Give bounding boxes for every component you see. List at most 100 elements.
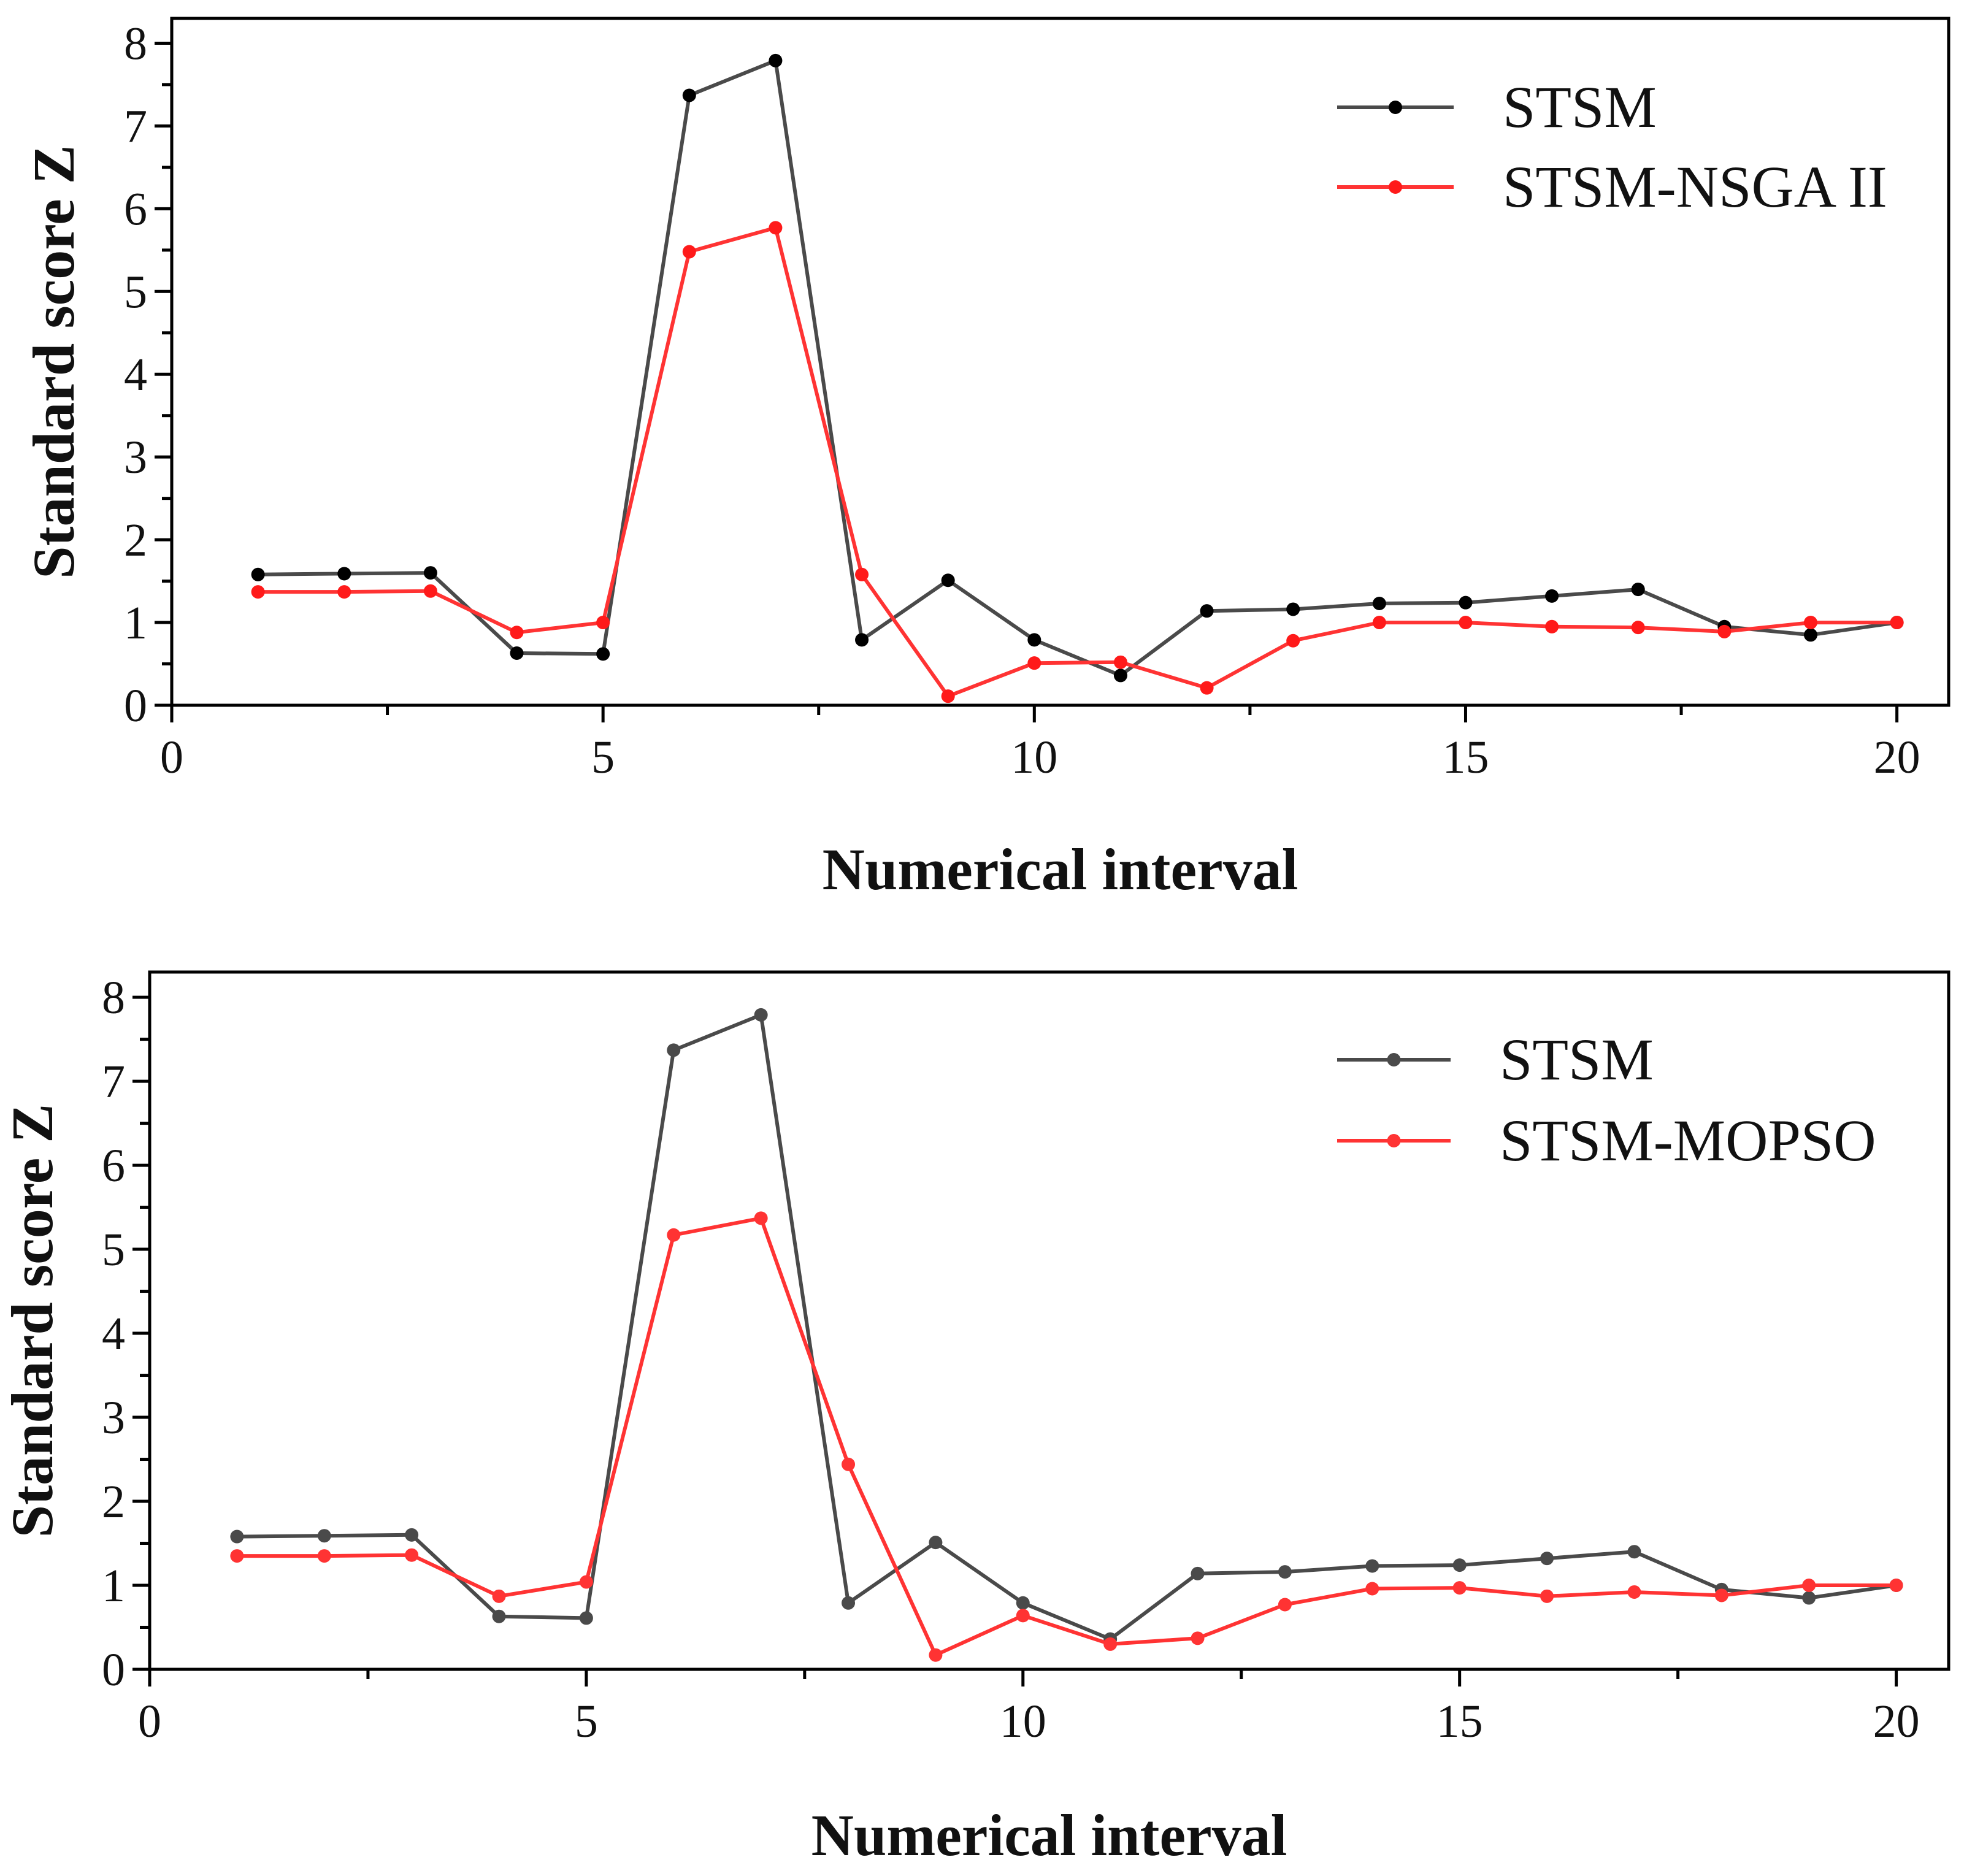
data-point (754, 1008, 768, 1022)
data-point (1889, 1579, 1903, 1593)
data-point (1452, 1558, 1467, 1572)
y-tick-label: 4 (102, 1308, 125, 1360)
x-tick-label: 0 (138, 1696, 161, 1747)
data-point (1027, 656, 1041, 670)
data-point (667, 1043, 681, 1057)
y-tick-label: 0 (102, 1644, 125, 1696)
data-point (317, 1549, 331, 1563)
data-point (579, 1575, 593, 1589)
y-tick-label: 3 (124, 432, 147, 483)
data-point (317, 1529, 331, 1543)
data-point (492, 1589, 506, 1603)
data-point (492, 1609, 506, 1623)
series-stsm (230, 1008, 1903, 1646)
data-point (1365, 1559, 1379, 1573)
data-point (230, 1549, 244, 1563)
data-point (1191, 1566, 1205, 1580)
x-tick-label: 10 (1000, 1696, 1046, 1747)
data-point (1016, 1609, 1030, 1623)
data-point (251, 567, 265, 581)
chart-nsga: 0 5 10 15 20 0 1 2 3 4 5 6 7 8 Numerical interval Stand… (21, 17, 1950, 902)
series-stsm-mopso (230, 1211, 1903, 1662)
data-point (842, 1596, 856, 1610)
data-point (1365, 1582, 1379, 1596)
y-tick-label: 0 (124, 680, 147, 732)
data-point (251, 585, 265, 599)
x-tick-label: 5 (591, 732, 615, 783)
legend-marker (1389, 101, 1402, 114)
data-point (1016, 1596, 1030, 1610)
y-tick-label: 6 (102, 1140, 125, 1192)
data-point (769, 221, 783, 235)
plot-frame (148, 970, 1950, 1671)
data-point (337, 585, 351, 599)
data-point (1191, 1631, 1205, 1645)
x-tick-label: 10 (1011, 732, 1057, 783)
data-point (855, 567, 869, 581)
chart-mopso: 0 5 10 15 20 0 1 2 3 4 5 6 7 8 Numerical interval Stand… (0, 970, 1950, 1868)
legend-marker (1387, 1053, 1401, 1066)
data-point (1459, 616, 1473, 630)
series-line (258, 58, 1898, 678)
data-point (510, 646, 524, 660)
data-point (596, 647, 610, 661)
x-tick-label: 5 (575, 1696, 598, 1747)
data-point (667, 1228, 681, 1242)
y-tick-label: 1 (124, 597, 147, 649)
data-point (941, 573, 955, 588)
data-point (1286, 602, 1300, 616)
y-tick-label: 6 (124, 183, 147, 235)
y-axis-title: Standard score Z (0, 1104, 65, 1538)
data-point (1540, 1552, 1554, 1566)
x-tick-label: 20 (1874, 732, 1920, 783)
data-point (1103, 1637, 1118, 1651)
y-tick-label: 5 (124, 266, 147, 318)
data-point (596, 616, 610, 630)
data-point (754, 1211, 768, 1225)
series-stsm (251, 53, 1904, 683)
plot-frame (170, 17, 1950, 707)
legend-entry: STSM-MOPSO (1337, 1108, 1876, 1173)
data-point (1278, 1565, 1292, 1579)
legend-entry: STSM (1337, 1027, 1654, 1092)
legend-label: STSM (1500, 1027, 1654, 1092)
data-point (1802, 1579, 1816, 1593)
data-point (423, 566, 437, 580)
y-tick-label: 2 (102, 1476, 125, 1528)
data-point (1540, 1589, 1554, 1603)
x-tick-label: 0 (160, 732, 183, 783)
series-line (237, 1216, 1897, 1657)
data-point (1890, 616, 1904, 630)
data-point (405, 1548, 419, 1562)
data-point (1545, 589, 1559, 603)
data-point (1631, 621, 1645, 635)
y-tick-label: 1 (102, 1560, 125, 1612)
legend-entry: STSM-NSGA II (1337, 154, 1887, 220)
data-point (1113, 655, 1127, 669)
y-tick-label: 7 (102, 1056, 125, 1108)
y-tick-label: 3 (102, 1392, 125, 1444)
data-point (1027, 633, 1041, 647)
data-point (405, 1528, 419, 1542)
x-tick-label: 15 (1442, 732, 1489, 783)
data-point (1459, 595, 1473, 610)
y-tick-label: 7 (124, 101, 147, 152)
data-point (1372, 616, 1386, 630)
data-point (842, 1457, 856, 1471)
data-point (1803, 628, 1817, 642)
series-line (258, 226, 1897, 699)
data-point (1372, 597, 1386, 611)
legend-marker (1387, 1134, 1401, 1147)
data-point (510, 626, 524, 640)
series-line (237, 1013, 1897, 1641)
legend-label: STSM (1503, 74, 1657, 140)
data-point (1200, 604, 1214, 618)
data-point (929, 1648, 943, 1662)
data-point (230, 1530, 244, 1544)
data-point (1714, 1588, 1728, 1602)
y-axis-title: Standard score Z (21, 145, 86, 579)
x-axis-title: Numerical interval (823, 837, 1298, 902)
data-point (769, 53, 783, 67)
data-point (337, 567, 351, 581)
